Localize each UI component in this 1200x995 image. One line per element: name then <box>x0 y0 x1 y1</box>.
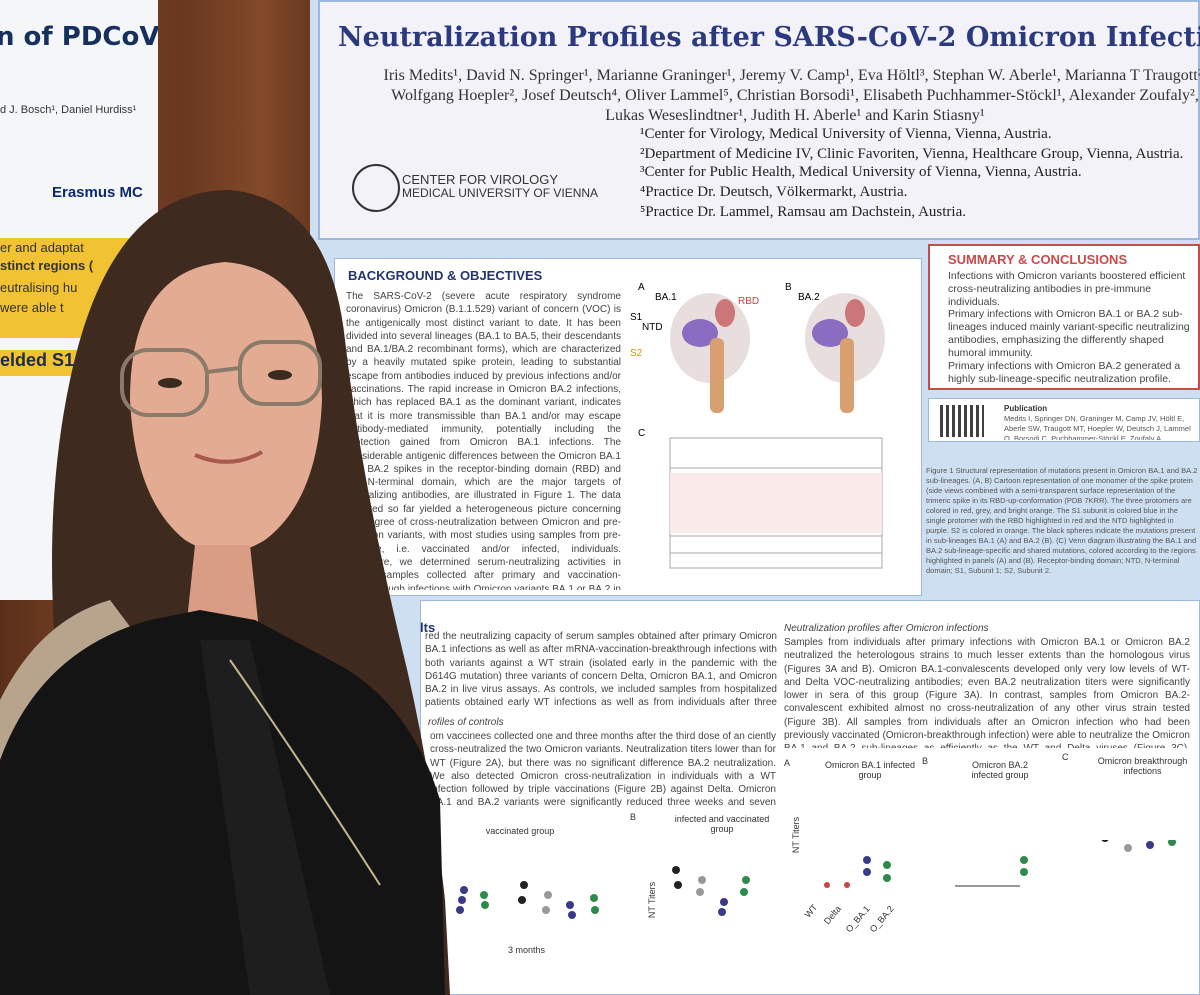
label: 3 months <box>508 945 546 955</box>
poster-title: Neutralization Profiles after SARS-CoV-2… <box>338 22 1200 53</box>
summary-point: Primary infections with Omicron BA.1 or … <box>948 308 1190 359</box>
summary-box <box>928 244 1200 390</box>
text: were able t <box>0 300 64 315</box>
section-text: om vaccinees collected one and three mon… <box>430 731 776 809</box>
protein <box>812 319 848 347</box>
logo: Erasmus MC <box>52 184 143 201</box>
scatter-dots <box>456 840 1176 919</box>
summary-point: Infections with Omicron variants booster… <box>948 270 1186 308</box>
affiliation: ³Center for Public Health, Medical Unive… <box>640 164 1082 180</box>
panel-label: B <box>630 812 637 822</box>
section-heading: SUMMARY & CONCLUSIONS <box>948 252 1128 267</box>
section-text: Samples from individuals after primary i… <box>784 637 1190 748</box>
panel-label: C <box>1062 752 1069 762</box>
poster-header <box>318 0 1200 240</box>
section-text: The SARS-CoV-2 (severe acute respiratory… <box>346 291 621 590</box>
mouth <box>194 450 263 464</box>
label: RBD <box>738 296 759 307</box>
text: er and adaptat <box>0 240 84 255</box>
logo-text: CENTER FOR VIROLOGY <box>402 172 559 187</box>
chart-title: infected and vaccinated group <box>674 814 770 834</box>
affiliation: ⁵Practice Dr. Lammel, Ramsau am Dachstei… <box>640 204 966 220</box>
chart-title: Omicron breakthrough infections <box>1097 756 1188 776</box>
label: BA.2 <box>798 292 820 303</box>
section-heading: lts <box>420 620 436 635</box>
label: BA.1 <box>655 292 677 303</box>
figure-caption: Figure 1 Structural representation of mu… <box>926 466 1198 575</box>
necklace <box>229 659 381 886</box>
qr-code <box>940 405 984 437</box>
poster-title: n of PDCoV <box>0 22 158 52</box>
protein <box>840 338 854 413</box>
subheading: rofiles of controls <box>428 717 504 728</box>
chart-title: Omicron BA.2 infected group <box>971 760 1029 780</box>
eye <box>158 378 182 388</box>
glasses-right <box>238 340 322 406</box>
panel-label: A <box>784 758 791 768</box>
text: eutralising hu <box>0 280 78 295</box>
label: S2 <box>630 348 643 359</box>
logo-mark <box>352 164 400 212</box>
chart-title: Omicron BA.1 infected group <box>824 760 916 780</box>
section-text: red the neutralizing capacity of serum s… <box>425 631 777 709</box>
face <box>130 262 322 553</box>
summary-point: Primary infections with Omicron BA.2 gen… <box>948 360 1181 385</box>
label: NTD <box>642 322 663 333</box>
affiliation: ²Department of Medicine IV, Clinic Favor… <box>640 146 1184 162</box>
rbd-row <box>670 473 882 533</box>
panel-label: B <box>922 756 929 766</box>
affiliation: ⁴Practice Dr. Deutsch, Völkermarkt, Aust… <box>640 184 908 200</box>
label: S1 <box>630 312 643 323</box>
authors: Iris Medits¹, David N. Springer¹, Marian… <box>383 67 1200 124</box>
subheading: Neutralization profiles after Omicron in… <box>784 623 989 634</box>
section-heading: BACKGROUND & OBJECTIVES <box>348 268 543 283</box>
protein <box>710 338 724 413</box>
publication-heading: Publication <box>1004 404 1048 413</box>
protein <box>715 299 735 327</box>
affiliation: ¹Center for Virology, Medical University… <box>640 126 1052 142</box>
eye <box>268 370 292 380</box>
logo-text: MEDICAL UNIVERSITY OF VIENNA <box>402 186 599 200</box>
authors: d J. Bosch¹, Daniel Hurdiss¹ <box>0 104 137 116</box>
panel-label: B <box>785 282 792 293</box>
publication-text: Medits I, Springer DN, Graninger M, Camp… <box>1004 414 1191 440</box>
chart-title: vaccinated group <box>485 826 555 836</box>
figure-1: A BA.1 B BA.2 RBD NTD S1 S2 C <box>630 282 885 569</box>
top <box>200 640 330 995</box>
protein <box>682 319 718 347</box>
panel-label: C <box>638 428 645 439</box>
protein <box>845 299 865 327</box>
glasses-bridge <box>206 366 241 374</box>
cardigan <box>0 610 445 995</box>
text: stinct regions ( <box>0 258 94 273</box>
glasses-left <box>120 348 209 417</box>
panel-label: A <box>638 282 645 293</box>
